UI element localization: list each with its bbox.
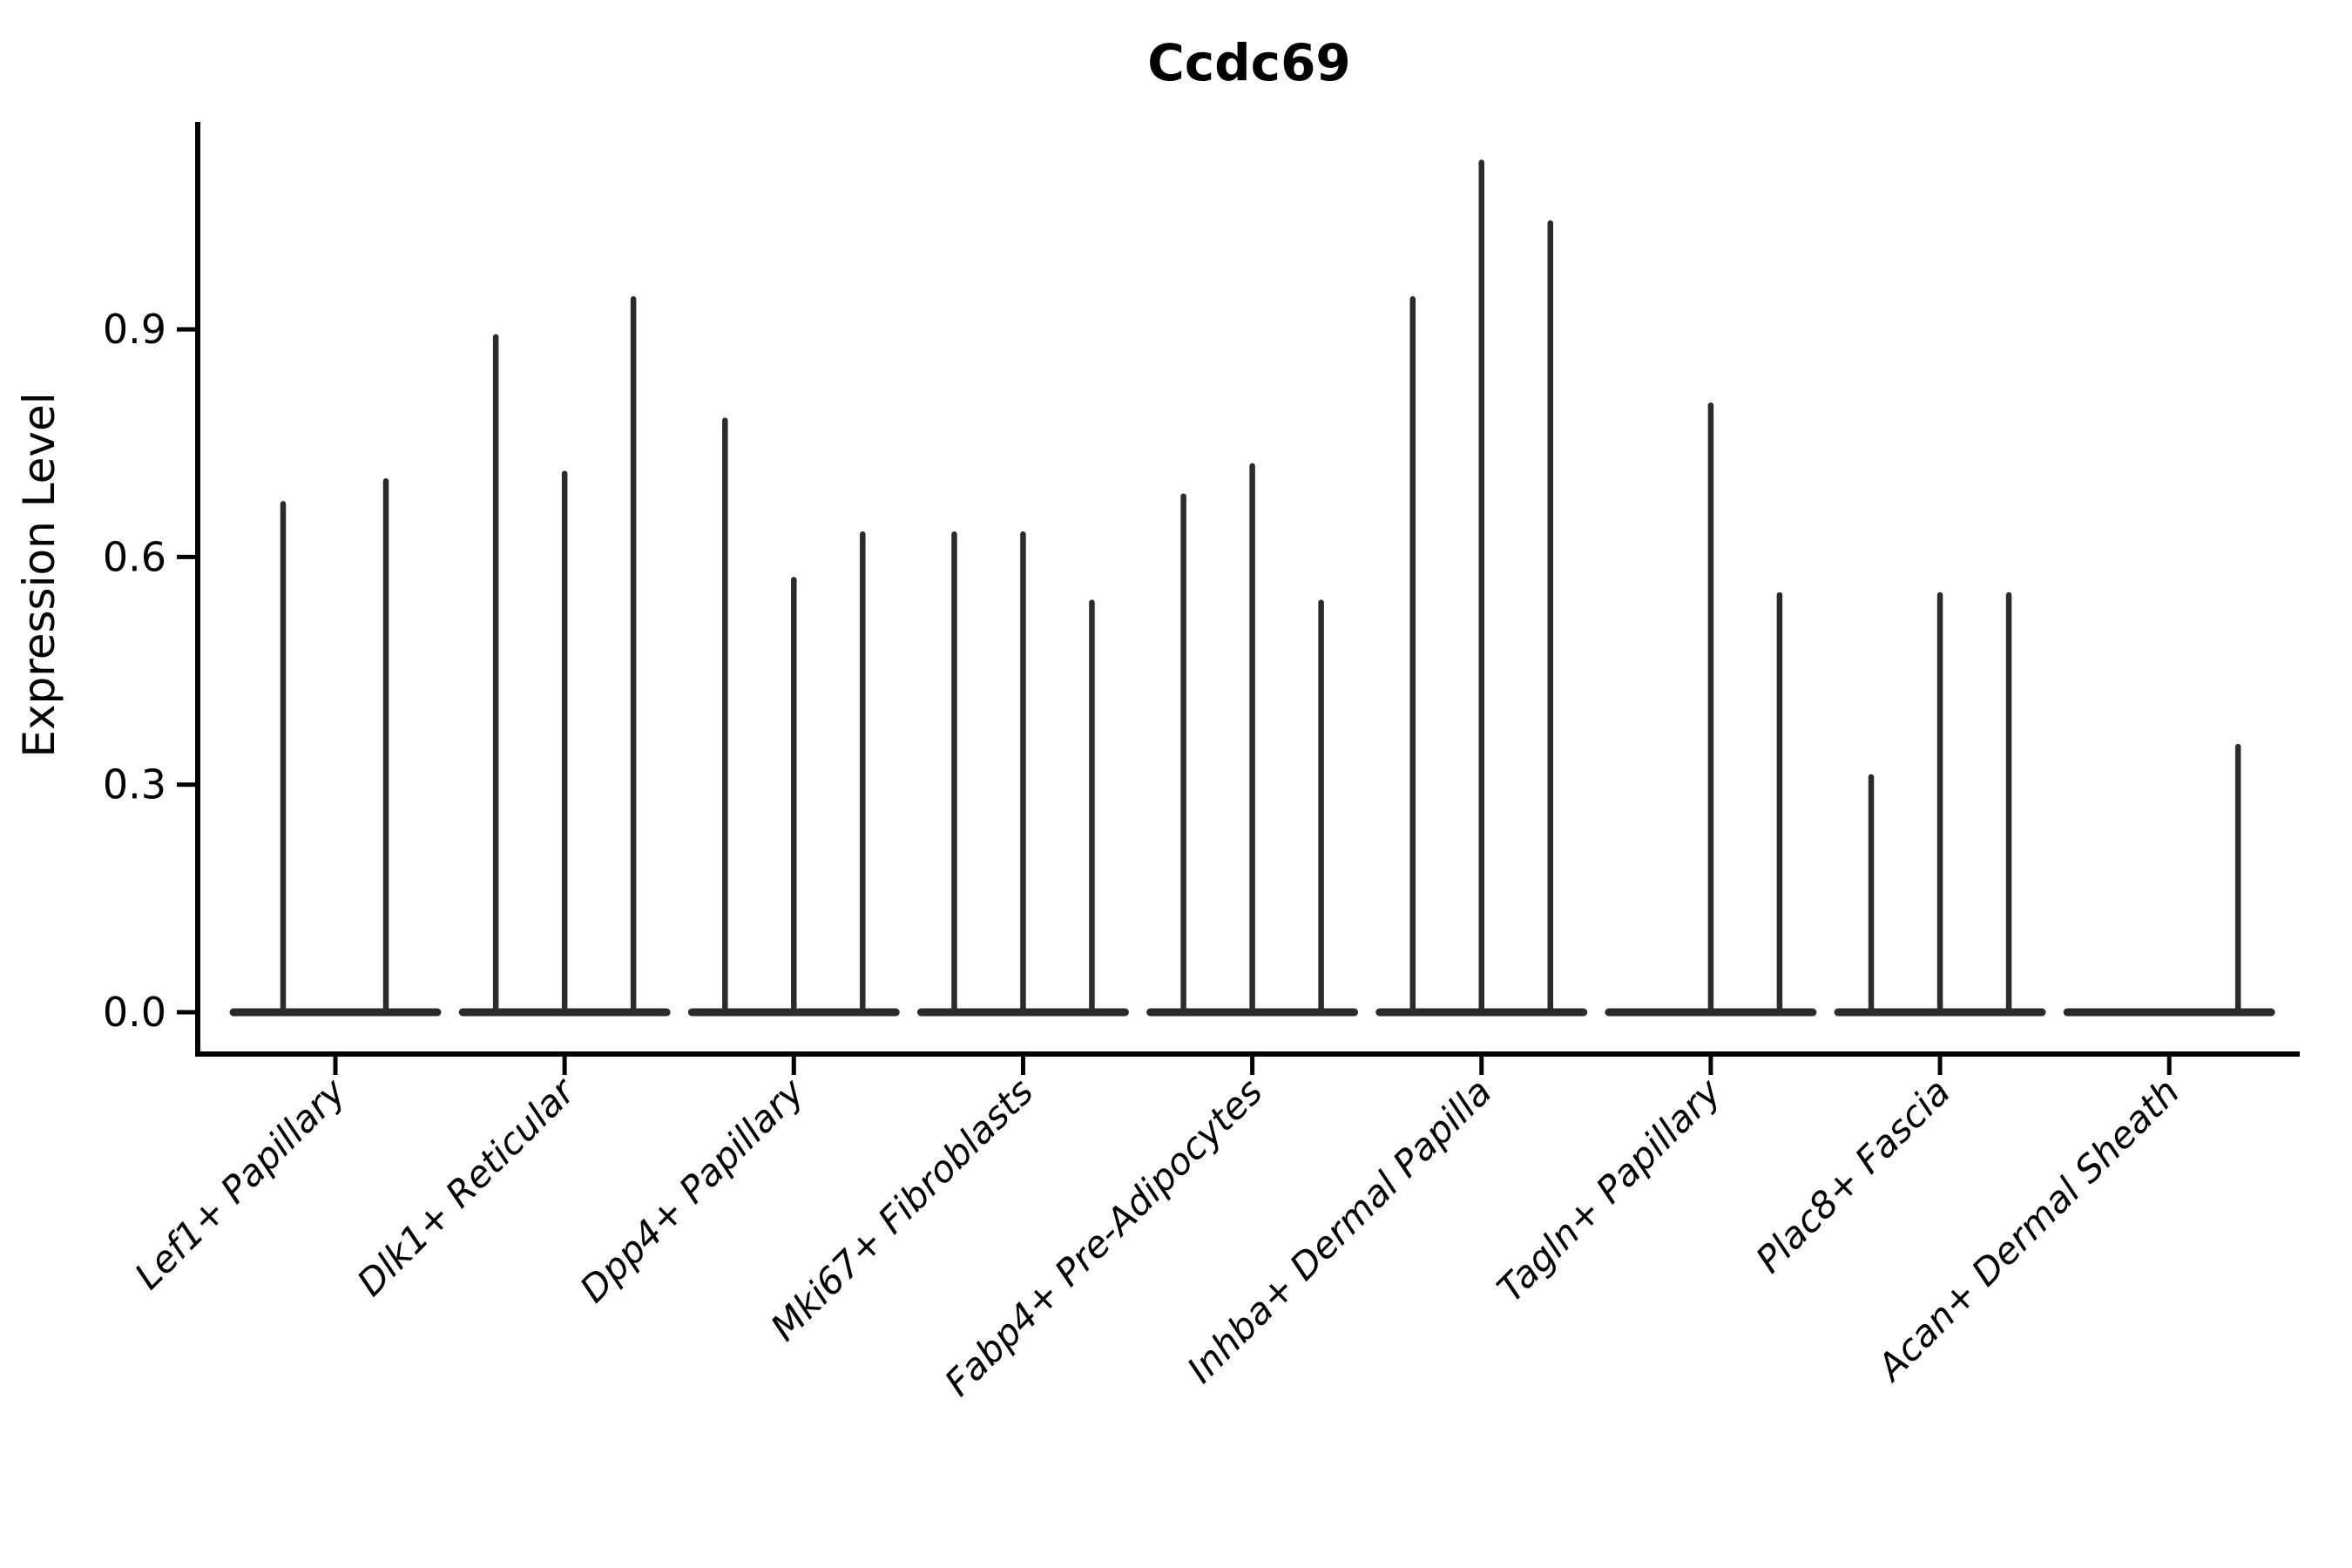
violins-group xyxy=(229,159,2275,1017)
chart-title: Ccdc69 xyxy=(1147,33,1351,92)
x-tick-label: Plac8+ Fascia xyxy=(1747,1070,1958,1281)
y-tick-label: 0.3 xyxy=(103,761,166,808)
x-tick-label: Mki67+ Fibroblasts xyxy=(762,1070,1041,1348)
x-tick-label: Dpp4+ Papillary xyxy=(571,1070,813,1311)
y-tick-label: 0.0 xyxy=(103,989,166,1036)
x-tick-label: Tagln+ Papillary xyxy=(1489,1070,1730,1311)
x-tick-label: Lef1+ Papillary xyxy=(126,1070,355,1298)
y-axis-label: Expression Level xyxy=(14,392,64,757)
y-tick-label: 0.6 xyxy=(103,533,166,580)
x-tick-label: Dlk1+ Reticular xyxy=(348,1068,585,1304)
y-tick-label: 0.9 xyxy=(103,306,166,353)
